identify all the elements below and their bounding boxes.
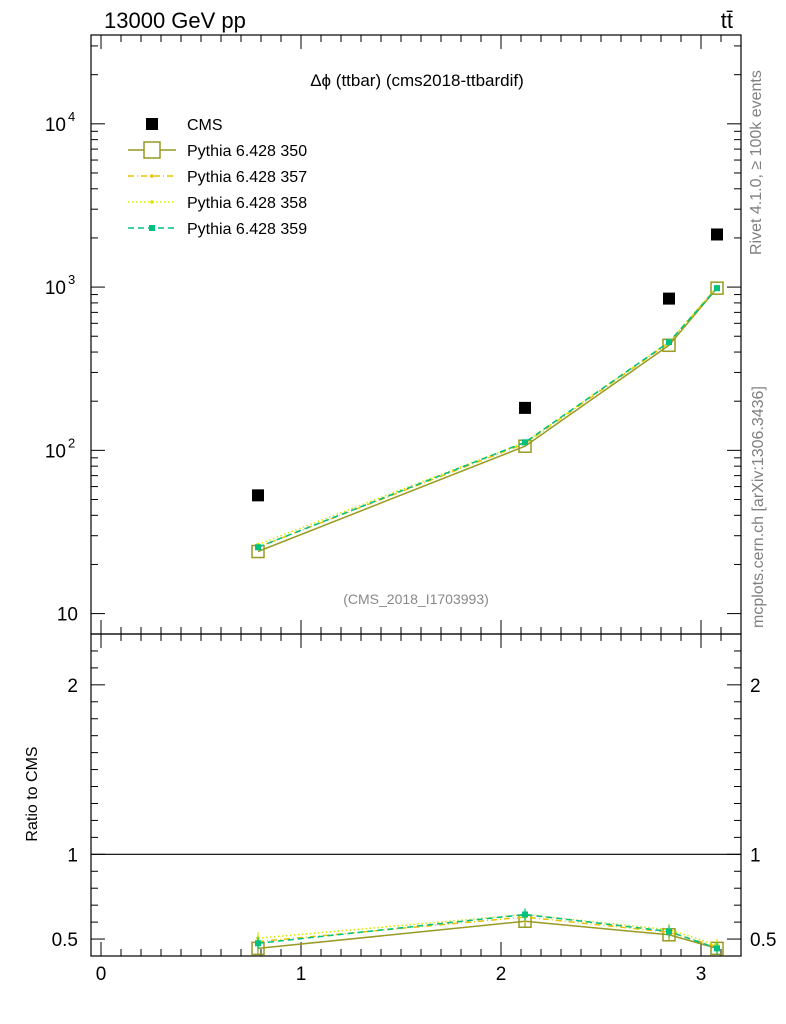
y-tick-exponent: 2 — [68, 435, 75, 450]
ratio-y-tick-label: 2 — [67, 676, 78, 697]
data-point — [519, 401, 531, 414]
ratio-ylabel: Ratio to CMS — [24, 746, 41, 841]
series-line — [257, 287, 718, 548]
header-right: tt̄ — [721, 8, 733, 33]
ratio-point — [714, 945, 720, 952]
ratio-frame — [90, 633, 742, 957]
y-tick-label: 10 — [45, 115, 66, 136]
ratio-point — [666, 928, 672, 935]
ratio-y-tick-label: 1 — [67, 845, 78, 866]
legend-marker — [150, 200, 154, 204]
series-line — [257, 287, 718, 553]
mcplots-label: mcplots.cern.ch [arXiv:1306.3436] — [750, 386, 767, 628]
ratio-point — [522, 911, 528, 918]
mc-point — [255, 544, 261, 551]
legend-marker — [149, 225, 155, 231]
y-tick-label: 10 — [57, 605, 78, 626]
legend: CMS Pythia 6.428 350 Pythia 6.428 357 Pythi… — [128, 117, 307, 238]
series-line — [257, 286, 718, 546]
header-left: 13000 GeV pp — [104, 8, 246, 33]
y-tick-exponent: 3 — [68, 272, 75, 287]
mc-point — [710, 281, 724, 295]
legend-label: Pythia 6.428 359 — [187, 221, 307, 238]
ratio-point — [255, 940, 261, 947]
x-tick-label: 3 — [696, 964, 707, 985]
data-point — [663, 292, 675, 305]
rivet-label: Rivet 4.1.0, ≥ 100k events — [748, 70, 765, 255]
mc-point — [666, 339, 672, 346]
legend-marker — [146, 118, 158, 130]
legend-marker — [150, 174, 154, 178]
data-point — [252, 489, 264, 502]
legend-label: Pythia 6.428 358 — [187, 195, 307, 212]
watermark: (CMS_2018_I1703993) — [343, 591, 489, 607]
ratio-line — [257, 913, 718, 950]
legend-marker — [143, 141, 161, 159]
ratio-line — [257, 920, 718, 950]
mc-point — [714, 285, 720, 292]
ratio-line — [257, 913, 718, 946]
x-tick-label: 2 — [496, 964, 507, 985]
ratio-y-tick-label-right: 0.5 — [750, 930, 776, 951]
y-tick-exponent: 4 — [68, 109, 75, 124]
x-tick-label: 1 — [296, 964, 307, 985]
chart-title: Δϕ (ttbar) (cms2018-ttbardif) — [310, 71, 524, 90]
legend-label: CMS — [187, 117, 223, 134]
series-line — [257, 286, 718, 548]
data-point — [711, 228, 723, 241]
ratio-y-tick-label: 0.5 — [52, 930, 78, 951]
x-tick-label: 0 — [96, 964, 107, 985]
legend-label: Pythia 6.428 357 — [187, 169, 307, 186]
legend-label: Pythia 6.428 350 — [187, 143, 307, 160]
ratio-panel: 0 1 2 3 0.5 0.5 1 1 2 2 — [52, 35, 776, 985]
ratio-y-tick-label-right: 1 — [750, 845, 761, 866]
y-tick-label: 10 — [45, 278, 66, 299]
y-tick-label: 10 — [45, 441, 66, 462]
mc-point — [522, 439, 528, 446]
ratio-y-tick-label-right: 2 — [750, 676, 761, 697]
